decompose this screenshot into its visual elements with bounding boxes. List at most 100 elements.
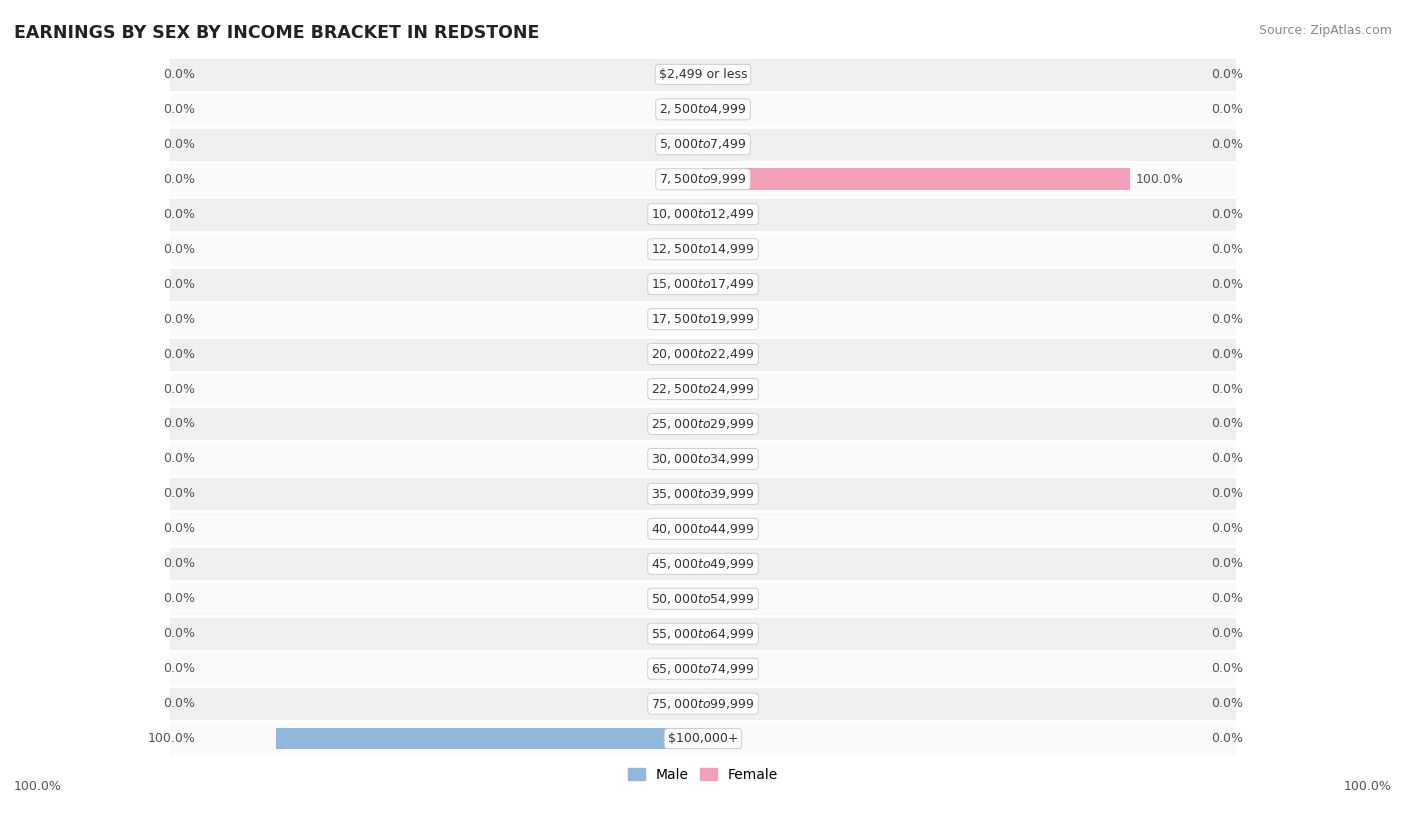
Bar xyxy=(703,554,718,573)
Bar xyxy=(170,92,1236,127)
Text: 0.0%: 0.0% xyxy=(163,383,195,395)
Text: 0.0%: 0.0% xyxy=(163,103,195,115)
Bar xyxy=(703,415,718,433)
Bar xyxy=(170,686,1236,721)
Bar xyxy=(688,694,703,713)
Text: 100.0%: 100.0% xyxy=(1136,173,1184,185)
Text: $22,500 to $24,999: $22,500 to $24,999 xyxy=(651,382,755,396)
Text: 0.0%: 0.0% xyxy=(1211,488,1243,500)
Bar xyxy=(703,624,718,643)
Bar xyxy=(688,205,703,224)
Text: $15,000 to $17,499: $15,000 to $17,499 xyxy=(651,277,755,291)
Text: 0.0%: 0.0% xyxy=(1211,663,1243,675)
Bar xyxy=(170,651,1236,686)
Text: 0.0%: 0.0% xyxy=(163,173,195,185)
Bar xyxy=(170,476,1236,511)
Text: $7,500 to $9,999: $7,500 to $9,999 xyxy=(659,172,747,186)
Text: 0.0%: 0.0% xyxy=(1211,313,1243,325)
Text: $50,000 to $54,999: $50,000 to $54,999 xyxy=(651,592,755,606)
Text: 0.0%: 0.0% xyxy=(163,243,195,255)
Bar xyxy=(688,65,703,84)
Bar xyxy=(703,729,718,748)
Text: 0.0%: 0.0% xyxy=(163,313,195,325)
Text: 0.0%: 0.0% xyxy=(1211,558,1243,570)
Bar xyxy=(170,511,1236,546)
Bar xyxy=(170,406,1236,441)
Bar xyxy=(688,415,703,433)
Text: 0.0%: 0.0% xyxy=(163,628,195,640)
Bar xyxy=(170,162,1236,197)
Bar xyxy=(703,589,718,608)
Text: 0.0%: 0.0% xyxy=(163,208,195,220)
Text: 0.0%: 0.0% xyxy=(1211,243,1243,255)
Bar xyxy=(703,65,718,84)
Text: 0.0%: 0.0% xyxy=(1211,348,1243,360)
Text: 100.0%: 100.0% xyxy=(1344,780,1392,793)
Bar xyxy=(170,616,1236,651)
Text: $40,000 to $44,999: $40,000 to $44,999 xyxy=(651,522,755,536)
Bar xyxy=(170,197,1236,232)
Text: $2,499 or less: $2,499 or less xyxy=(659,68,747,80)
Text: 0.0%: 0.0% xyxy=(1211,278,1243,290)
Text: 0.0%: 0.0% xyxy=(163,453,195,465)
Bar xyxy=(703,450,718,468)
Text: 0.0%: 0.0% xyxy=(163,523,195,535)
Text: 0.0%: 0.0% xyxy=(163,593,195,605)
Bar xyxy=(277,728,703,750)
Text: Source: ZipAtlas.com: Source: ZipAtlas.com xyxy=(1258,24,1392,37)
Text: $45,000 to $49,999: $45,000 to $49,999 xyxy=(651,557,755,571)
Text: 0.0%: 0.0% xyxy=(163,663,195,675)
Text: $35,000 to $39,999: $35,000 to $39,999 xyxy=(651,487,755,501)
Bar xyxy=(703,100,718,119)
Bar xyxy=(703,240,718,259)
Text: $30,000 to $34,999: $30,000 to $34,999 xyxy=(651,452,755,466)
Bar xyxy=(703,168,1129,190)
Text: $25,000 to $29,999: $25,000 to $29,999 xyxy=(651,417,755,431)
Bar xyxy=(170,372,1236,406)
Legend: Male, Female: Male, Female xyxy=(623,763,783,788)
Text: $100,000+: $100,000+ xyxy=(668,733,738,745)
Bar xyxy=(688,240,703,259)
Bar xyxy=(688,135,703,154)
Bar xyxy=(688,624,703,643)
Text: 0.0%: 0.0% xyxy=(1211,593,1243,605)
Text: 0.0%: 0.0% xyxy=(1211,383,1243,395)
Bar xyxy=(703,275,718,293)
Text: $10,000 to $12,499: $10,000 to $12,499 xyxy=(651,207,755,221)
Bar xyxy=(170,337,1236,372)
Text: EARNINGS BY SEX BY INCOME BRACKET IN REDSTONE: EARNINGS BY SEX BY INCOME BRACKET IN RED… xyxy=(14,24,540,42)
Bar xyxy=(688,659,703,678)
Bar xyxy=(703,345,718,363)
Text: $55,000 to $64,999: $55,000 to $64,999 xyxy=(651,627,755,641)
Bar xyxy=(688,589,703,608)
Bar xyxy=(170,546,1236,581)
Text: 0.0%: 0.0% xyxy=(1211,698,1243,710)
Text: 0.0%: 0.0% xyxy=(1211,453,1243,465)
Text: 0.0%: 0.0% xyxy=(1211,103,1243,115)
Text: 0.0%: 0.0% xyxy=(163,138,195,150)
Text: $20,000 to $22,499: $20,000 to $22,499 xyxy=(651,347,755,361)
Bar xyxy=(688,554,703,573)
Text: 0.0%: 0.0% xyxy=(163,68,195,80)
Bar xyxy=(688,520,703,538)
Bar xyxy=(688,345,703,363)
Text: $17,500 to $19,999: $17,500 to $19,999 xyxy=(651,312,755,326)
Bar xyxy=(170,581,1236,616)
Text: 0.0%: 0.0% xyxy=(1211,138,1243,150)
Bar xyxy=(688,170,703,189)
Bar xyxy=(703,485,718,503)
Bar xyxy=(703,380,718,398)
Text: 0.0%: 0.0% xyxy=(1211,68,1243,80)
Bar xyxy=(170,721,1236,756)
Text: $65,000 to $74,999: $65,000 to $74,999 xyxy=(651,662,755,676)
Bar xyxy=(170,127,1236,162)
Bar xyxy=(688,450,703,468)
Bar xyxy=(170,57,1236,92)
Bar xyxy=(170,441,1236,476)
Bar xyxy=(703,694,718,713)
Text: 0.0%: 0.0% xyxy=(1211,208,1243,220)
Text: 0.0%: 0.0% xyxy=(163,488,195,500)
Text: 0.0%: 0.0% xyxy=(163,278,195,290)
Bar xyxy=(170,267,1236,302)
Text: $2,500 to $4,999: $2,500 to $4,999 xyxy=(659,102,747,116)
